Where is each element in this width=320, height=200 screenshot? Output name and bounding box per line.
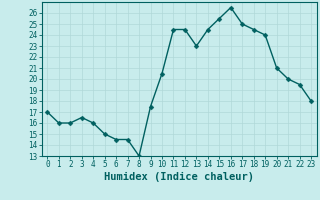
X-axis label: Humidex (Indice chaleur): Humidex (Indice chaleur): [104, 172, 254, 182]
